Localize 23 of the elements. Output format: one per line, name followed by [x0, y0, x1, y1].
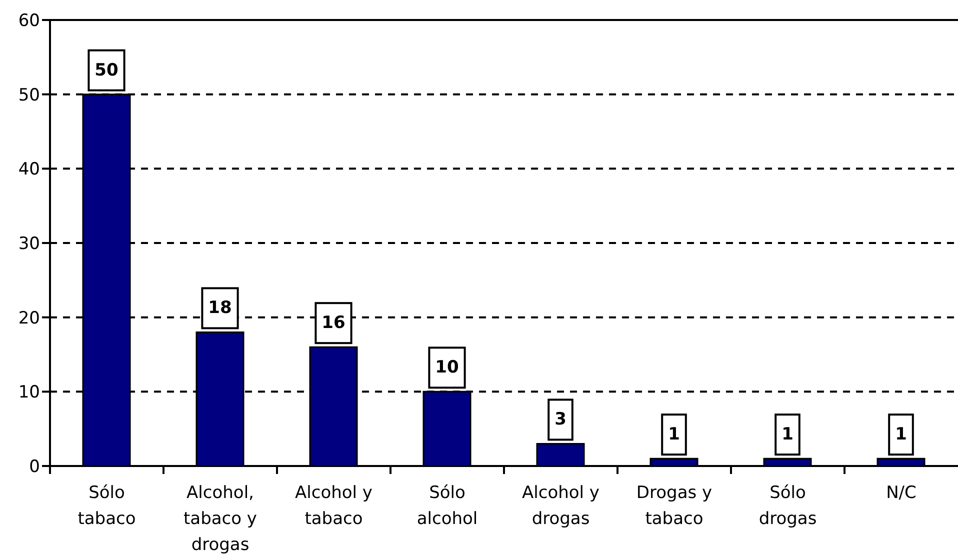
- y-tick-label: 50: [18, 85, 40, 106]
- y-tick-label: 30: [18, 234, 40, 254]
- y-tick-label: 60: [18, 11, 40, 32]
- x-tick-label: N/C: [886, 483, 916, 504]
- data-label: 1: [782, 424, 794, 445]
- data-label: 18: [208, 298, 232, 318]
- y-tick-label: 10: [18, 382, 40, 403]
- y-tick-label: 20: [18, 308, 40, 328]
- data-label: 50: [94, 60, 118, 80]
- y-tick-label: 40: [18, 160, 40, 180]
- data-label: 16: [322, 313, 346, 334]
- x-tick-label: Sólo tabaco: [78, 483, 136, 530]
- y-tick-label: 0: [29, 457, 40, 478]
- data-label: 1: [895, 424, 907, 445]
- x-tick-label: Sólo drogas: [758, 483, 817, 530]
- x-tick-label: Alcohol, tabaco y drogas: [183, 483, 258, 556]
- x-tick-label: Sólo alcohol: [416, 483, 478, 530]
- data-label: 3: [554, 410, 566, 430]
- data-label: 10: [435, 358, 459, 378]
- data-label: 1: [668, 424, 680, 445]
- x-tick-label: Drogas y tabaco: [636, 483, 712, 530]
- x-tick-label: Alcohol y drogas: [522, 483, 600, 530]
- x-tick-label: Alcohol y tabaco: [295, 483, 372, 530]
